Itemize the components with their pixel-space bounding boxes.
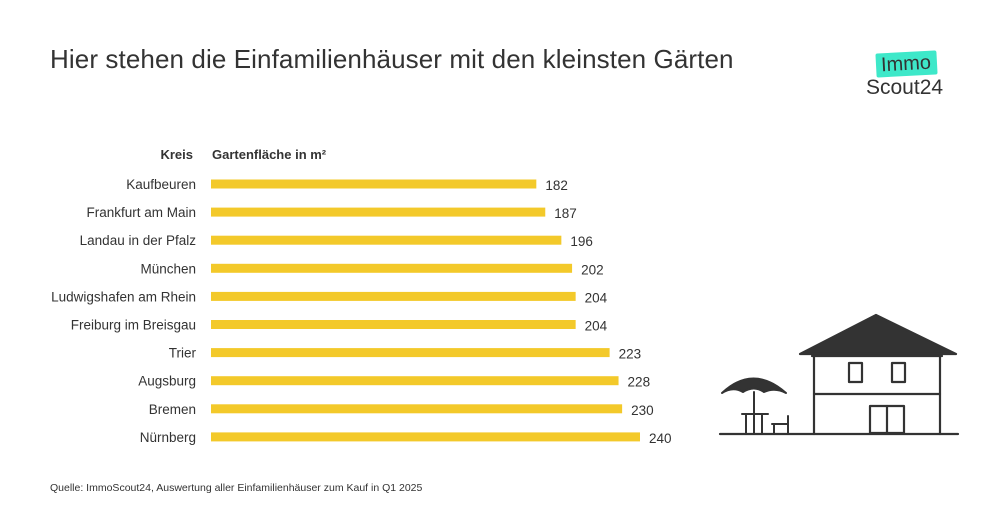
- bar: [211, 376, 619, 386]
- category-label: Landau in der Pfalz: [80, 233, 197, 248]
- logo-scout-text: Scout24: [866, 76, 944, 99]
- bar: [211, 348, 610, 358]
- house-icon: [718, 313, 960, 436]
- bar: [211, 263, 573, 273]
- category-label: Nürnberg: [140, 430, 196, 445]
- value-header: Gartenfläche in m²: [212, 147, 327, 162]
- bar-value-label: 228: [628, 375, 651, 390]
- bar: [211, 235, 562, 245]
- bar-value-label: 230: [631, 403, 654, 418]
- category-label: Frankfurt am Main: [86, 205, 196, 220]
- bar-value-label: 202: [581, 262, 604, 277]
- category-label: Freiburg im Breisgau: [71, 318, 196, 333]
- bar-value-label: 196: [570, 234, 593, 249]
- category-label: Augsburg: [138, 374, 196, 389]
- bar-value-label: 204: [585, 290, 608, 305]
- category-label: Trier: [169, 346, 197, 361]
- bar: [211, 432, 640, 442]
- bar-value-label: 204: [585, 319, 608, 334]
- category-label: Ludwigshafen am Rhein: [51, 289, 196, 304]
- category-label: Kaufbeuren: [126, 177, 196, 192]
- source-note: Quelle: ImmoScout24, Auswertung aller Ei…: [50, 482, 423, 494]
- bar: [211, 404, 623, 414]
- bar: [211, 291, 576, 301]
- parasol-icon: [721, 377, 789, 435]
- bar-value-label: 240: [649, 431, 672, 446]
- bar-value-label: 187: [554, 206, 577, 221]
- category-label: Bremen: [149, 402, 196, 417]
- category-label: München: [140, 261, 196, 276]
- bar-value-label: 182: [545, 178, 568, 193]
- bar: [211, 179, 537, 189]
- bar-value-label: 223: [619, 347, 642, 362]
- bar: [211, 207, 546, 217]
- immoscout24-logo[interactable]: Immo Scout24: [866, 50, 952, 104]
- chart-title: Hier stehen die Einfamilienhäuser mit de…: [50, 44, 734, 74]
- bar: [211, 320, 576, 329]
- house-illustration: [718, 313, 960, 436]
- category-header: Kreis: [160, 147, 193, 162]
